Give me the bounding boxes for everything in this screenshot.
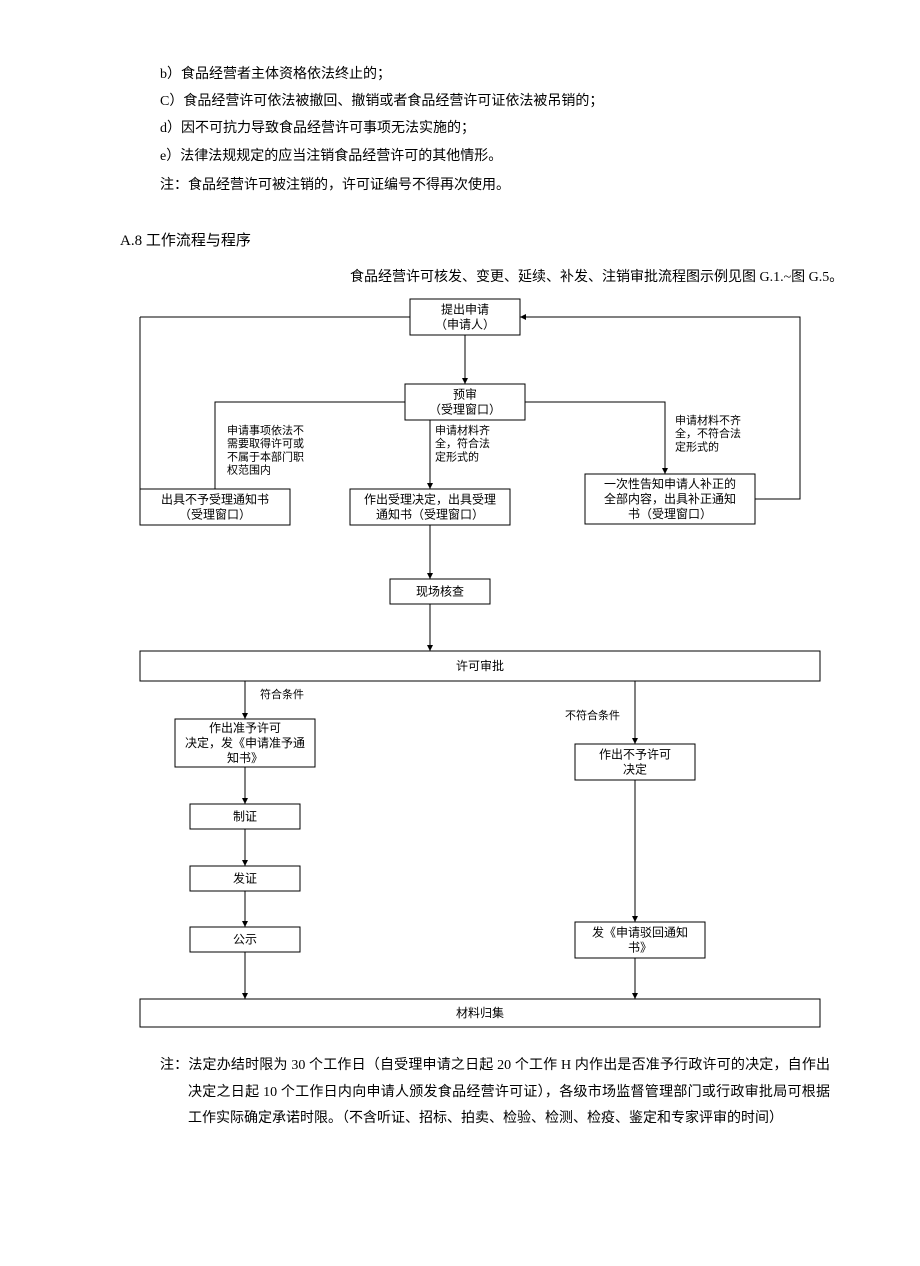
footnote: 注：法定办结时限为 30 个工作日（自受理申请之日起 20 个工作 H 内作出是… — [50, 1053, 870, 1133]
list-item-e: e）法律法规规定的应当注销食品经营许可的其他情形。 — [160, 144, 870, 169]
svg-text:需要取得许可或: 需要取得许可或 — [227, 437, 304, 450]
svg-text:申请事项依法不: 申请事项依法不 — [227, 423, 304, 437]
svg-text:（受理窗口）: （受理窗口） — [179, 508, 251, 522]
svg-text:书（受理窗口）: 书（受理窗口） — [628, 507, 712, 521]
svg-text:申请材料齐: 申请材料齐 — [435, 423, 490, 437]
svg-text:通知书（受理窗口）: 通知书（受理窗口） — [376, 508, 484, 522]
svg-text:符合条件: 符合条件 — [260, 687, 304, 701]
list-item-c: C）食品经营许可依法被撤回、撤销或者食品经营许可证依法被吊销的； — [160, 89, 870, 114]
footnote-text: 注：法定办结时限为 30 个工作日（自受理申请之日起 20 个工作 H 内作出是… — [160, 1053, 830, 1133]
svg-text:全，不符合法: 全，不符合法 — [675, 426, 741, 440]
svg-text:发证: 发证 — [233, 871, 257, 886]
svg-text:书》: 书》 — [628, 941, 652, 955]
svg-text:发《申请驳回通知: 发《申请驳回通知 — [592, 925, 688, 940]
svg-text:公示: 公示 — [233, 933, 257, 947]
svg-text:作出不予许可: 作出不予许可 — [599, 748, 671, 762]
svg-text:不属于本部门职: 不属于本部门职 — [227, 450, 304, 464]
svg-text:一次性告知申请人补正的: 一次性告知申请人补正的 — [604, 476, 736, 491]
svg-text:（申请人）: （申请人） — [435, 318, 495, 332]
svg-text:预审: 预审 — [453, 387, 477, 402]
svg-text:全部内容，出具补正通知: 全部内容，出具补正通知 — [604, 491, 736, 506]
svg-text:制证: 制证 — [233, 810, 257, 824]
svg-text:决定: 决定 — [623, 762, 647, 777]
svg-text:作出受理决定，出具受理: 作出受理决定，出具受理 — [364, 492, 496, 507]
svg-text:（受理窗口）: （受理窗口） — [429, 403, 501, 417]
svg-text:现场核查: 现场核查 — [416, 585, 464, 599]
svg-text:决定，发《申请准予通: 决定，发《申请准予通 — [185, 735, 305, 750]
svg-text:全，符合法: 全，符合法 — [435, 436, 490, 450]
ordered-list: b）食品经营者主体资格依法终止的； C）食品经营许可依法被撤回、撤销或者食品经营… — [50, 62, 870, 169]
section-heading: A.8 工作流程与程序 — [50, 228, 870, 255]
svg-text:定形式的: 定形式的 — [675, 440, 719, 454]
svg-text:出具不予受理通知书: 出具不予受理通知书 — [161, 493, 269, 507]
svg-text:不符合条件: 不符合条件 — [565, 708, 620, 722]
svg-text:权范围内: 权范围内 — [227, 463, 271, 477]
flowchart-svg: 提出申请（申请人）预审（受理窗口）出具不予受理通知书（受理窗口）作出受理决定，出… — [135, 294, 835, 1039]
svg-text:定形式的: 定形式的 — [435, 450, 479, 464]
svg-text:提出申请: 提出申请 — [441, 302, 489, 317]
svg-text:作出准予许可: 作出准予许可 — [209, 721, 281, 735]
list-item-b: b）食品经营者主体资格依法终止的； — [160, 62, 870, 87]
svg-text:许可审批: 许可审批 — [456, 658, 504, 673]
svg-text:申请材料不齐: 申请材料不齐 — [675, 413, 741, 427]
note-1: 注：食品经营许可被注销的，许可证编号不得再次使用。 — [50, 173, 870, 198]
flowchart: 提出申请（申请人）预审（受理窗口）出具不予受理通知书（受理窗口）作出受理决定，出… — [50, 294, 870, 1039]
list-item-d: d）因不可抗力导致食品经营许可事项无法实施的； — [160, 116, 870, 141]
svg-text:材料归集: 材料归集 — [456, 1005, 504, 1020]
figure-caption: 食品经营许可核发、变更、延续、补发、注销审批流程图示例见图 G.1.~图 G.5… — [50, 265, 870, 290]
svg-text:知书》: 知书》 — [227, 751, 263, 765]
